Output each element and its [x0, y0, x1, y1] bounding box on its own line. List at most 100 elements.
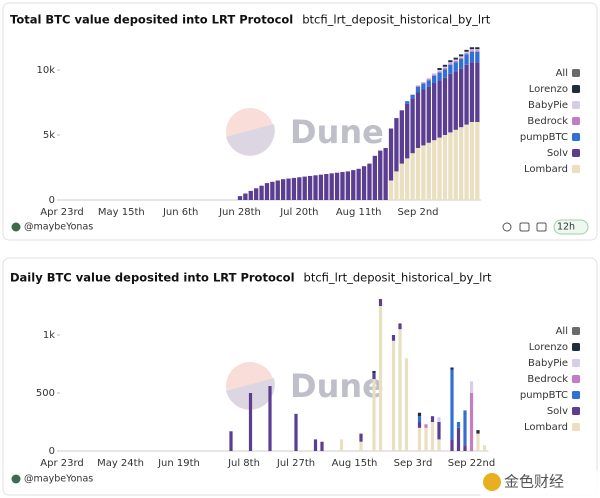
bar-segment	[469, 122, 475, 200]
legend-label: Lombard	[524, 164, 568, 175]
legend-swatch	[572, 149, 580, 157]
bar-segment	[356, 168, 361, 200]
x-tick-label: Jun 19th	[157, 458, 200, 469]
bar-segment	[297, 177, 302, 200]
legend-swatch	[572, 101, 580, 109]
bar-segment	[469, 381, 474, 393]
bar-segment	[432, 73, 437, 75]
bar-segment	[469, 50, 475, 52]
bar-segment	[415, 92, 421, 148]
bar-segment	[421, 83, 426, 90]
bar-segment	[268, 386, 272, 451]
legend-label: Solv	[547, 148, 568, 159]
bar-segment	[432, 74, 437, 76]
y-tick-label: 500	[36, 388, 55, 399]
bar-segment	[430, 422, 435, 451]
bar-segment	[275, 180, 280, 200]
bar-segment	[339, 439, 344, 451]
bar-segment	[448, 62, 453, 64]
legend-swatch	[572, 133, 580, 141]
chart-subtitle: btcfi_lrt_deposit_historical_by_lrt	[302, 13, 491, 27]
bar-segment	[367, 163, 372, 200]
watermark-text: 金色财经	[504, 473, 564, 491]
bar-segment	[372, 379, 376, 451]
x-tick-label: Aug 11th	[336, 207, 382, 218]
bar-segment	[426, 80, 431, 87]
bar-segment	[398, 323, 402, 330]
bar-segment	[442, 68, 448, 70]
bar-segment	[450, 367, 454, 370]
bar-segment	[448, 63, 453, 65]
avatar	[11, 474, 21, 484]
bar-segment	[475, 51, 480, 63]
bar-segment	[307, 175, 313, 200]
x-tick-label: Jul 20th	[279, 207, 318, 218]
legend-swatch	[572, 423, 580, 431]
bar-segment	[324, 174, 329, 200]
bar-segment	[437, 68, 442, 70]
bar-segment	[432, 75, 437, 83]
bar-segment	[459, 54, 464, 57]
y-tick-label: 5k	[43, 130, 55, 141]
legend-label: Lombard	[524, 422, 568, 433]
bar-segment	[448, 132, 453, 200]
bar-segment	[361, 166, 367, 200]
bar-segment	[448, 73, 453, 133]
bar-segment	[378, 306, 383, 451]
bar-segment	[453, 60, 458, 63]
bar-segment	[453, 62, 458, 72]
bar-segment	[399, 110, 404, 164]
bar-segment	[286, 178, 291, 200]
bar-segment	[453, 57, 458, 60]
legend-swatch	[572, 69, 580, 77]
x-tick-label: Jun 6th	[162, 207, 198, 218]
bar-segment	[469, 49, 475, 51]
x-tick-label: Jul 8th	[227, 458, 260, 469]
bar-segment	[475, 47, 480, 50]
legend-swatch	[572, 391, 580, 399]
bar-segment	[475, 62, 480, 122]
x-tick-label: Sep 22nd	[448, 458, 495, 469]
bar-segment	[264, 183, 270, 200]
bar-segment	[469, 393, 474, 451]
watermark-badge: 金色财经	[478, 468, 598, 496]
x-tick-label: Sep 2nd	[397, 207, 438, 218]
bar-segment	[476, 433, 480, 451]
bar-segment	[464, 124, 469, 200]
bar-segment	[372, 155, 377, 200]
bar-segment	[463, 445, 467, 451]
author: @maybeYonas	[24, 222, 93, 233]
bar-segment	[378, 299, 383, 306]
bar-segment	[442, 64, 448, 67]
bar-segment	[254, 188, 259, 200]
bar-segment	[453, 129, 458, 200]
watermark: Dune	[290, 113, 384, 151]
y-tick-label: 0	[49, 446, 55, 457]
y-tick-label: 0	[49, 195, 55, 206]
bar-segment	[229, 431, 233, 451]
chart-title: Daily BTC value deposited into LRT Proto…	[10, 271, 295, 285]
bar-segment	[437, 70, 442, 72]
bar-segment	[410, 98, 415, 154]
bar-segment	[415, 148, 421, 200]
bar-segment	[475, 122, 480, 200]
legend-label: Lorenzo	[529, 342, 568, 353]
bar-segment	[398, 329, 402, 451]
x-tick-label: May 15th	[98, 207, 145, 218]
legend-label: Bedrock	[527, 116, 568, 127]
bar-segment	[404, 358, 409, 451]
bar-segment	[464, 51, 469, 54]
legend-label: pumpBTC	[520, 390, 568, 401]
bar-segment	[426, 77, 431, 80]
bar-segment	[415, 86, 421, 93]
author: @maybeYonas	[24, 474, 93, 485]
bar-segment	[399, 163, 404, 200]
bar-segment	[453, 71, 458, 130]
bar-segment	[437, 80, 442, 138]
bar-segment	[248, 190, 253, 200]
bar-segment	[291, 177, 297, 200]
legend-label: All	[556, 68, 568, 79]
bar-segment	[378, 150, 383, 200]
bar-segment	[464, 53, 469, 55]
bar-segment	[359, 433, 363, 442]
